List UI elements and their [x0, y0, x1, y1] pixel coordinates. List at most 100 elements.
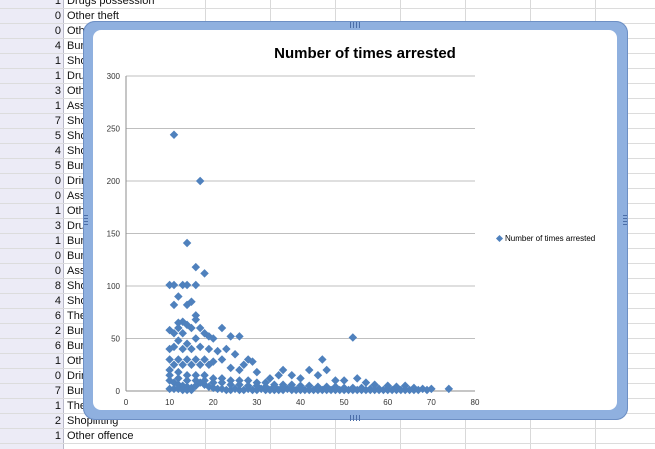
- data-point: [239, 360, 249, 369]
- data-point: [165, 384, 174, 394]
- data-point: [226, 363, 235, 373]
- cell-count[interactable]: 1: [54, 430, 61, 442]
- cell-count[interactable]: 4: [54, 295, 61, 307]
- cell-count[interactable]: 0: [54, 190, 61, 202]
- cell-count[interactable]: 0: [54, 370, 61, 382]
- cell-count[interactable]: 7: [54, 115, 61, 127]
- data-point: [169, 280, 179, 290]
- data-point: [243, 381, 253, 390]
- x-tick-label: 0: [124, 398, 129, 407]
- data-point: [278, 382, 288, 392]
- cell-count[interactable]: 6: [54, 340, 61, 352]
- cell-count[interactable]: 1: [54, 0, 61, 7]
- data-point: [387, 385, 397, 395]
- cell-count[interactable]: 3: [54, 220, 61, 232]
- chart-area[interactable]: [93, 30, 617, 410]
- data-point: [339, 385, 349, 395]
- cell-count[interactable]: 2: [54, 325, 61, 337]
- data-point: [392, 385, 401, 395]
- data-point: [243, 376, 253, 385]
- data-point: [248, 385, 257, 395]
- cell-count[interactable]: 0: [54, 10, 61, 22]
- scatter-chart[interactable]: Number of times arrested 050100150200250…: [93, 30, 617, 410]
- data-point: [217, 323, 227, 333]
- data-point: [265, 374, 275, 383]
- legend-marker: [495, 234, 504, 243]
- cell-count[interactable]: 1: [54, 400, 61, 412]
- data-point: [222, 385, 231, 395]
- cell-count[interactable]: 6: [54, 310, 61, 322]
- cell-count[interactable]: 4: [54, 145, 61, 157]
- cell-count[interactable]: 0: [54, 265, 61, 277]
- data-point: [174, 367, 183, 377]
- data-point: [331, 376, 340, 385]
- data-point: [182, 339, 192, 348]
- cell-count[interactable]: 5: [54, 160, 61, 172]
- cell-count[interactable]: 0: [54, 250, 61, 262]
- data-point: [318, 355, 327, 364]
- data-point: [187, 385, 196, 395]
- data-point: [178, 280, 187, 290]
- cell-count[interactable]: 0: [54, 175, 61, 187]
- data-point: [304, 365, 314, 375]
- cell-offence[interactable]: Other theft: [67, 10, 119, 22]
- data-point: [278, 365, 288, 375]
- data-point: [331, 385, 340, 395]
- data-point: [357, 385, 366, 395]
- data-point: [182, 280, 192, 290]
- cell-count[interactable]: 1: [54, 100, 61, 112]
- data-point: [235, 385, 244, 395]
- cell-count[interactable]: 5: [54, 130, 61, 142]
- cell-offence[interactable]: The: [67, 400, 86, 412]
- data-point: [200, 376, 209, 385]
- cell-count[interactable]: 3: [54, 85, 61, 97]
- x-tick-label: 20: [209, 398, 218, 407]
- cell-count[interactable]: 1: [54, 55, 61, 67]
- data-point: [313, 385, 323, 395]
- cell-count[interactable]: 0: [54, 25, 61, 37]
- cell-count[interactable]: 2: [54, 415, 61, 427]
- cell-offence[interactable]: Other offence: [67, 430, 134, 442]
- data-point: [326, 385, 336, 395]
- cell-count[interactable]: 1: [54, 355, 61, 367]
- cell-count[interactable]: 1: [54, 70, 61, 82]
- cell-offence[interactable]: Drugs possession: [67, 0, 155, 7]
- data-point: [191, 334, 201, 343]
- data-point: [191, 280, 201, 290]
- chart-legend[interactable]: Number of times arrested: [495, 234, 595, 243]
- cell-count[interactable]: 8: [54, 280, 61, 292]
- legend-label: Number of times arrested: [505, 234, 595, 243]
- data-point: [379, 385, 388, 395]
- data-point: [182, 376, 192, 385]
- data-point: [370, 385, 379, 395]
- cell-count[interactable]: 7: [54, 385, 61, 397]
- spreadsheet-row[interactable]: 1 Other offence: [0, 429, 655, 444]
- data-point: [191, 262, 201, 272]
- data-point: [165, 280, 174, 290]
- cell-count[interactable]: 1: [54, 205, 61, 217]
- cell-offence[interactable]: Drin: [67, 175, 88, 187]
- x-tick-label: 80: [471, 398, 480, 407]
- data-point: [169, 329, 179, 338]
- chart-resize-handle-bottom[interactable]: [350, 415, 360, 421]
- x-tick-label: 30: [252, 398, 261, 407]
- data-point: [309, 385, 318, 395]
- chart-points: [165, 130, 454, 395]
- data-point: [169, 130, 179, 140]
- data-point: [352, 374, 362, 383]
- spreadsheet-row[interactable]: 1 Drugs possession: [0, 0, 655, 9]
- data-point: [361, 378, 371, 387]
- chart-resize-handle-top[interactable]: [350, 22, 360, 28]
- data-point: [191, 355, 201, 364]
- cell-offence[interactable]: Oth: [67, 25, 85, 37]
- cell-offence[interactable]: Drin: [67, 370, 88, 382]
- cell-count[interactable]: 1: [54, 235, 61, 247]
- chart-resize-handle-right[interactable]: [623, 215, 627, 225]
- data-point: [252, 381, 262, 390]
- cell-count[interactable]: 4: [54, 40, 61, 52]
- y-tick-label: 150: [107, 230, 121, 239]
- chart-resize-handle-left[interactable]: [84, 215, 88, 225]
- data-point: [178, 344, 187, 354]
- data-point: [195, 342, 205, 352]
- data-point: [200, 269, 209, 278]
